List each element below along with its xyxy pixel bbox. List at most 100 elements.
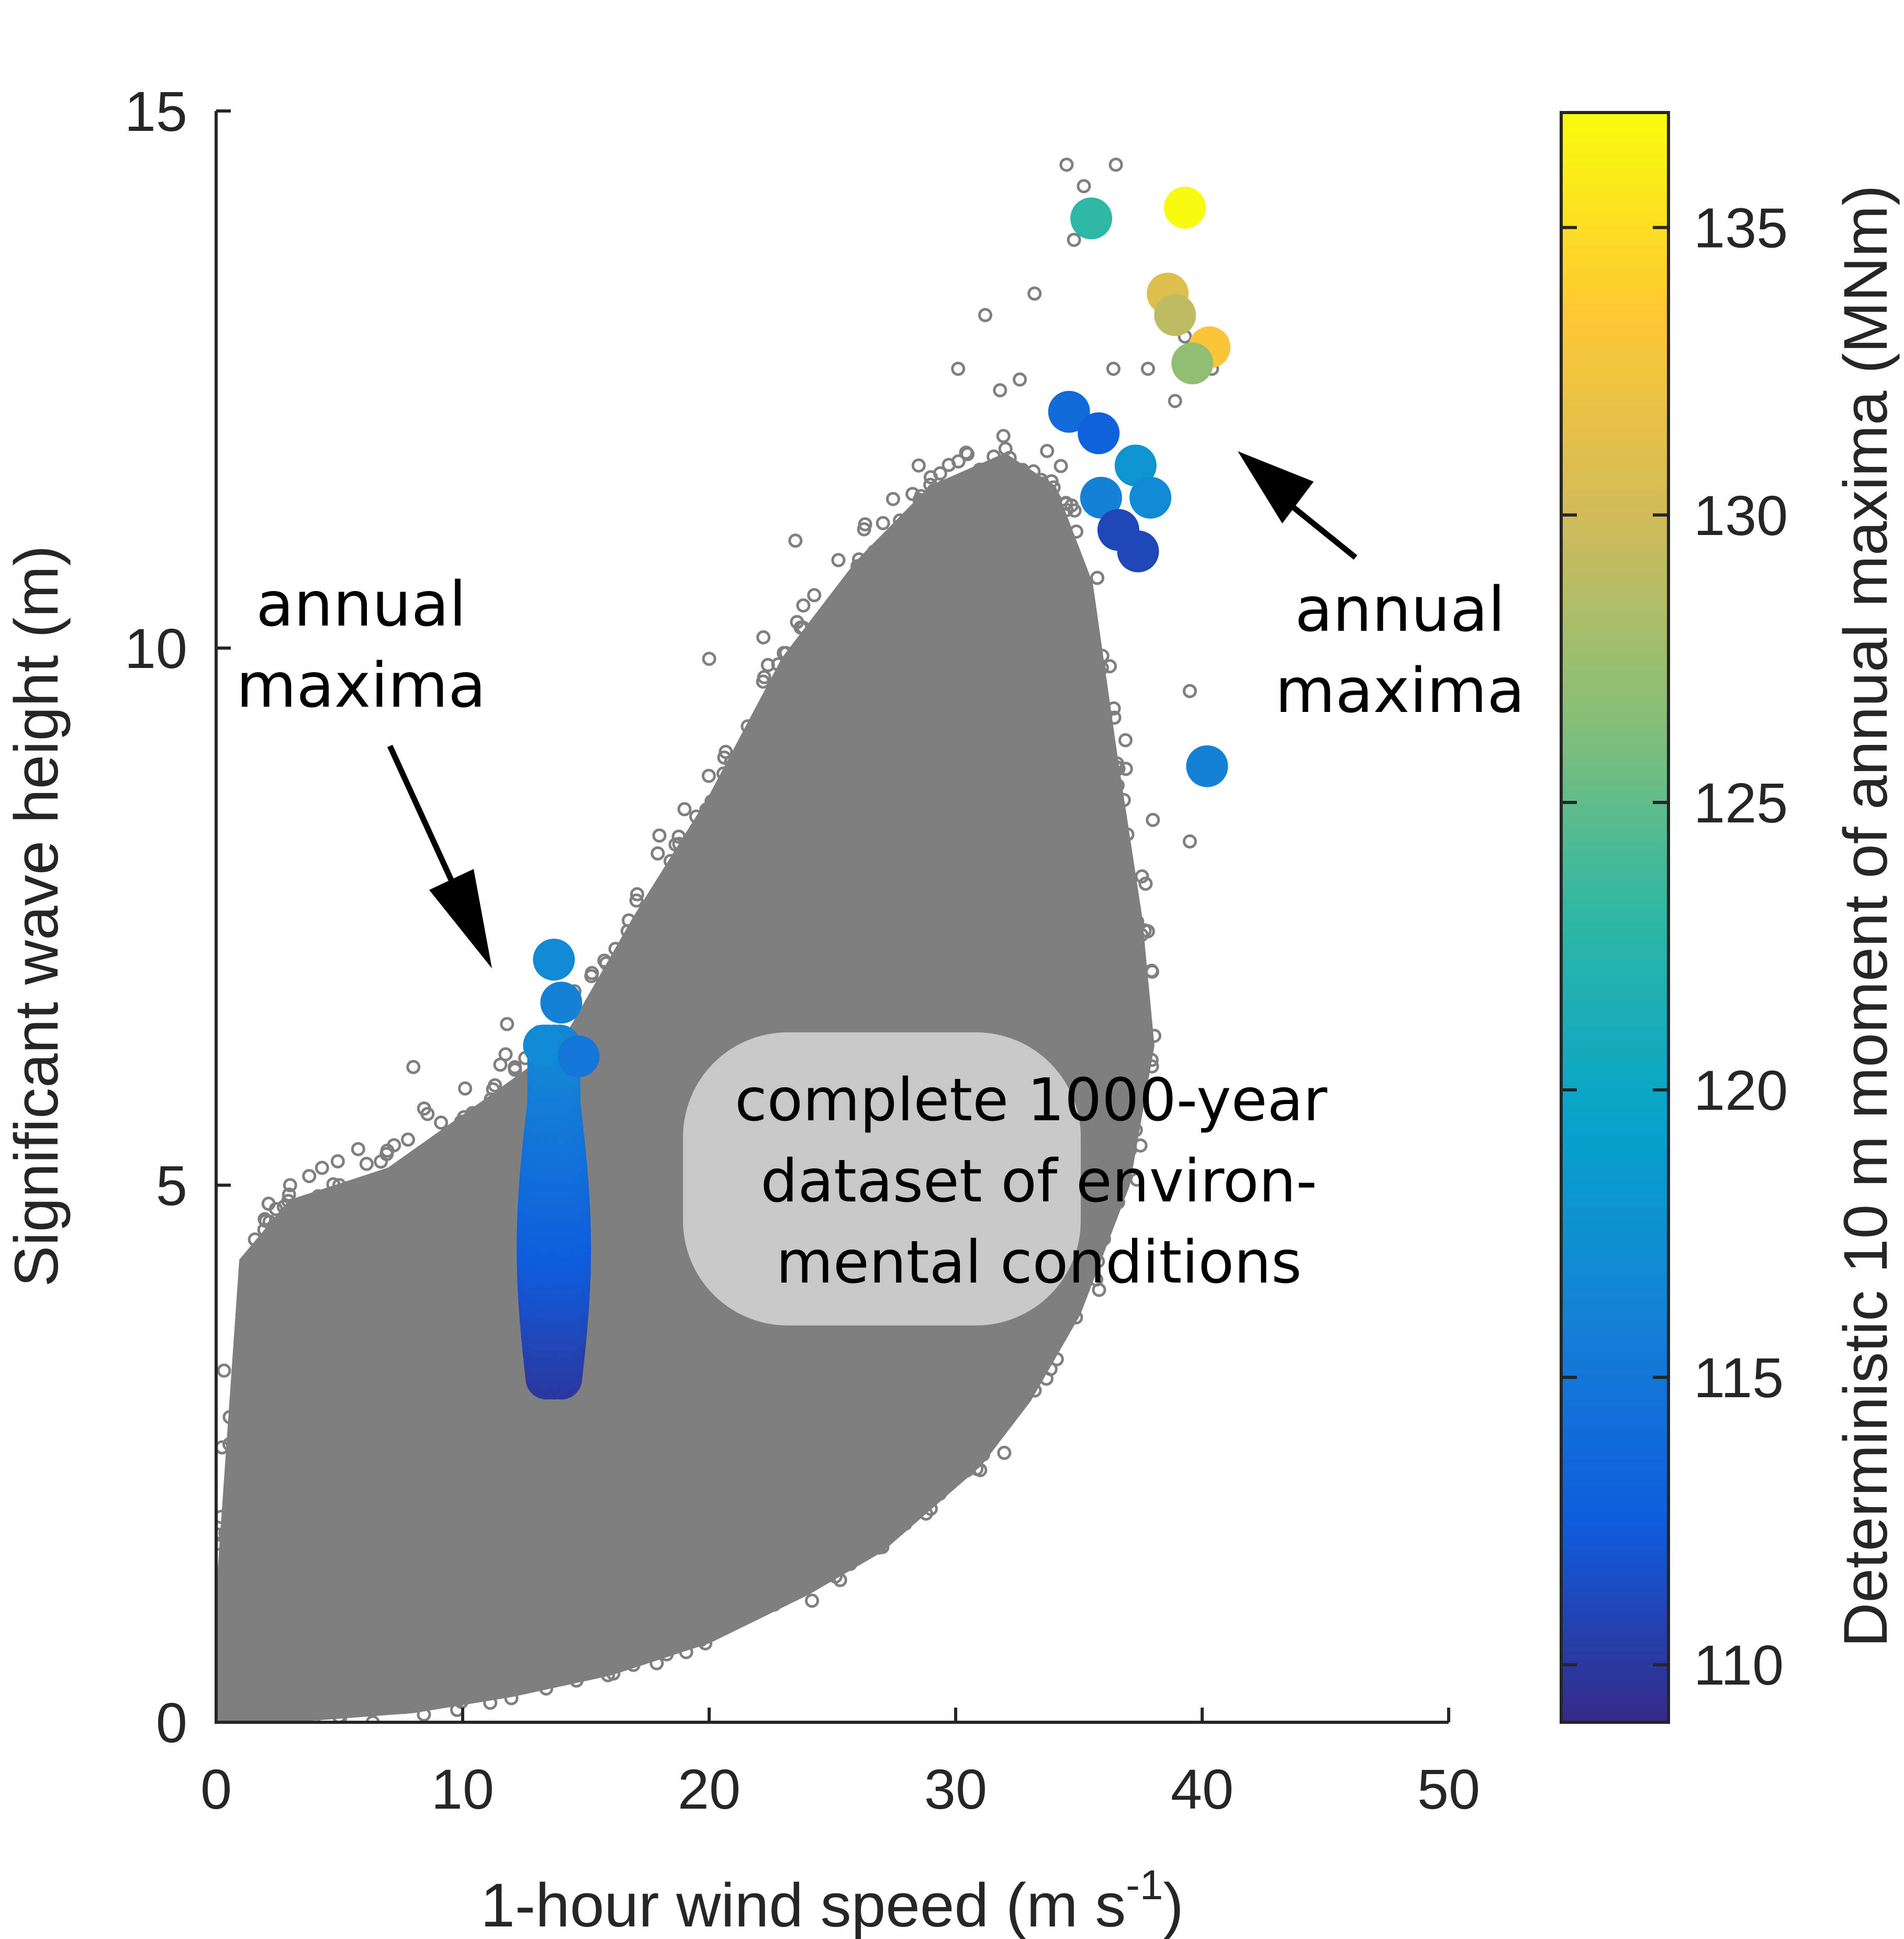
background-point <box>483 1696 498 1710</box>
background-outlier-point <box>1182 684 1197 698</box>
colorbar-ticks: 110 115 120 125 130 135 <box>1561 196 1788 1697</box>
background-outlier-point <box>1059 158 1074 172</box>
background-point <box>858 517 872 532</box>
background-point <box>1130 915 1145 929</box>
background-point <box>506 1667 520 1682</box>
annual-maxima-points <box>523 186 1231 1077</box>
background-point <box>399 1679 414 1694</box>
background-outlier-point <box>1067 232 1081 247</box>
y-axis-ticks: 0 5 10 15 <box>125 80 231 1754</box>
background-point <box>276 1199 291 1214</box>
background-outlier-point <box>756 630 771 644</box>
y-axis-title: Significant wave height (m) <box>2 545 71 1287</box>
background-point <box>449 1683 464 1698</box>
background-point <box>389 1690 404 1705</box>
background-point <box>248 1232 262 1247</box>
background-point <box>1069 1310 1083 1325</box>
dataset-annotation-box: complete 1000-year dataset of environ- m… <box>683 1032 1328 1325</box>
background-point <box>796 598 811 613</box>
background-point <box>274 1699 289 1713</box>
right-arrow-shaft <box>1285 500 1358 560</box>
background-point <box>1069 525 1083 539</box>
background-point <box>699 802 714 817</box>
background-point <box>421 1679 436 1694</box>
background-point <box>649 1656 664 1670</box>
x-tick-label: 20 <box>678 1757 741 1821</box>
background-point <box>397 1700 412 1714</box>
plot-area <box>215 158 1231 1722</box>
background-point <box>1088 1245 1102 1260</box>
background-point <box>626 1657 641 1672</box>
background-point <box>333 1710 348 1722</box>
background-point <box>850 559 865 574</box>
background-point <box>1129 1172 1144 1187</box>
background-point <box>1147 1029 1161 1043</box>
background-point <box>1116 793 1131 807</box>
background-outlier-point <box>1140 362 1155 376</box>
background-point <box>311 1189 326 1203</box>
background-point <box>763 1589 778 1603</box>
y-tick-label: 5 <box>156 1154 187 1217</box>
background-point <box>215 1536 226 1551</box>
colorbar-tick-label: 125 <box>1694 771 1788 834</box>
right-annual-maxima-annotation: annual maxima <box>1238 451 1525 727</box>
background-point <box>401 1132 416 1147</box>
left-annual-maxima-annotation: annual maxima <box>236 568 492 968</box>
background-point <box>1081 616 1096 630</box>
annual-maxima-point <box>1114 444 1157 487</box>
left-annot-line1: annual <box>256 568 466 640</box>
background-point <box>929 1484 944 1499</box>
background-point <box>1092 1283 1106 1297</box>
background-point <box>630 887 644 901</box>
background-point <box>539 1681 554 1696</box>
background-point <box>1038 1335 1052 1350</box>
background-point <box>1055 1323 1069 1338</box>
background-outlier-point <box>882 576 897 591</box>
background-point <box>689 809 703 824</box>
background-point <box>1037 1349 1051 1364</box>
background-outlier-point <box>936 480 950 494</box>
colorbar-tick-label: 120 <box>1694 1058 1788 1122</box>
background-outlier-point <box>458 1081 473 1096</box>
background-point <box>306 1685 320 1699</box>
axes <box>215 111 1449 1724</box>
background-point <box>282 1187 296 1202</box>
background-point <box>215 1528 227 1542</box>
background-point <box>1059 496 1073 510</box>
annual-maxima-point <box>1078 412 1120 454</box>
box-text-line2: dataset of environ- <box>760 1147 1317 1216</box>
background-point <box>321 1685 335 1700</box>
background-point <box>246 1247 261 1262</box>
background-point <box>486 1082 500 1097</box>
background-point <box>1144 963 1159 978</box>
background-outlier-point <box>1182 834 1197 849</box>
background-point <box>1002 451 1017 465</box>
background-point <box>1059 503 1074 517</box>
annual-maxima-point <box>1186 745 1228 787</box>
background-point <box>1043 1362 1058 1376</box>
background-outlier-point <box>820 695 835 709</box>
background-point <box>470 1106 485 1120</box>
background-point <box>777 645 791 660</box>
background-point <box>369 1690 384 1705</box>
background-point <box>629 893 644 908</box>
background-point <box>1094 692 1108 707</box>
background-point <box>601 1654 615 1668</box>
background-outlier-point <box>993 383 1007 397</box>
background-point <box>1144 1053 1159 1067</box>
background-outliers <box>215 158 1219 1722</box>
y-tick-label: 10 <box>125 617 187 680</box>
background-point <box>796 1564 811 1578</box>
background-point <box>972 462 987 477</box>
colorbar: 110 115 120 125 130 135 Deterministic 10 m mo… <box>1560 111 1900 1724</box>
colorbar-tick-label: 110 <box>1694 1633 1784 1697</box>
colorbar-tick-label: 115 <box>1694 1346 1784 1409</box>
y-tick-label: 0 <box>156 1691 187 1754</box>
background-point <box>872 1540 887 1555</box>
background-point <box>1091 1254 1105 1268</box>
background-point <box>1026 464 1041 478</box>
annual-maxima-point <box>1080 476 1122 519</box>
annual-maxima-point <box>1048 391 1090 433</box>
background-point <box>868 1519 882 1533</box>
background-point <box>1040 444 1055 458</box>
